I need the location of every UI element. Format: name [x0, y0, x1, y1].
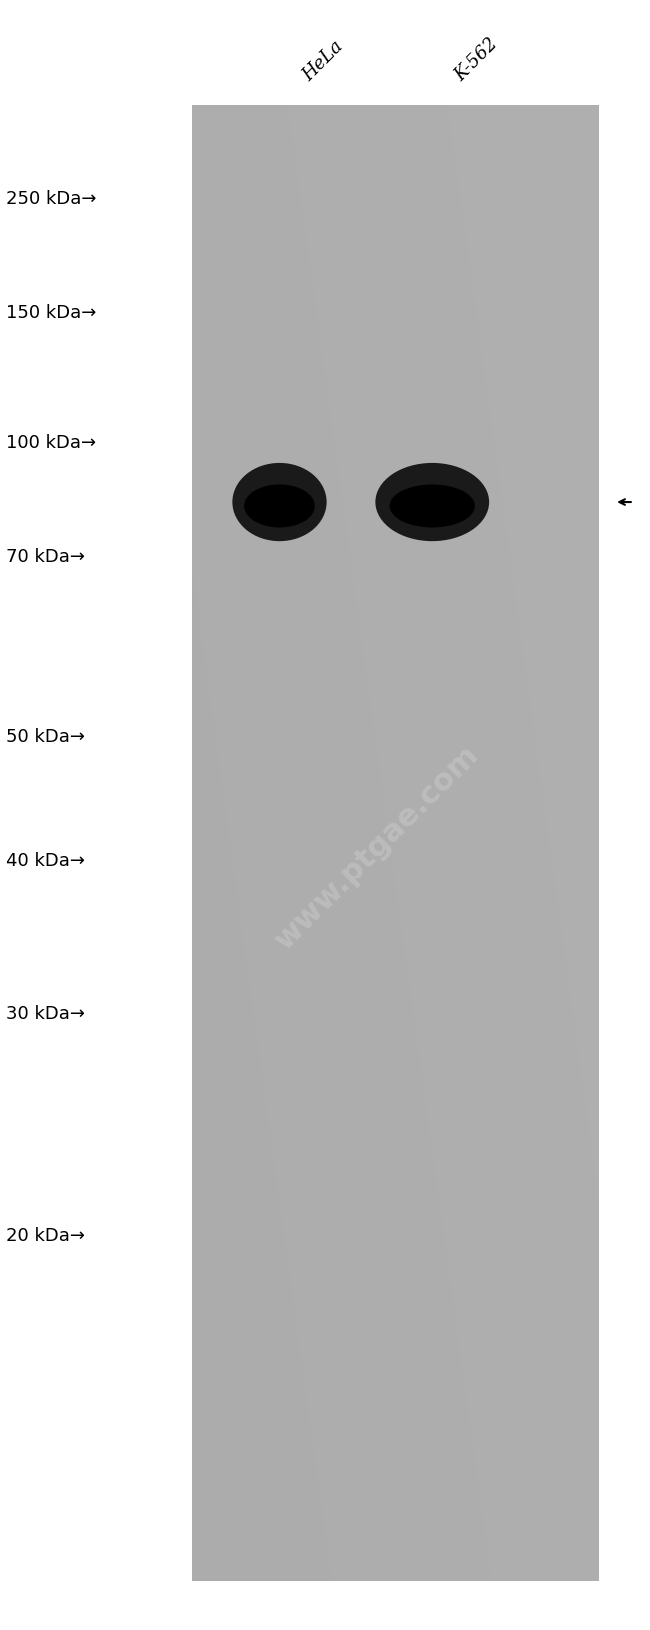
Text: 250 kDa→: 250 kDa→ — [6, 189, 97, 209]
Ellipse shape — [389, 484, 475, 528]
Text: 70 kDa→: 70 kDa→ — [6, 548, 86, 567]
Text: 150 kDa→: 150 kDa→ — [6, 303, 97, 323]
Ellipse shape — [233, 463, 326, 541]
Text: 40 kDa→: 40 kDa→ — [6, 851, 86, 870]
Ellipse shape — [376, 463, 489, 541]
Text: 50 kDa→: 50 kDa→ — [6, 727, 86, 747]
Text: K-562: K-562 — [452, 34, 502, 85]
Text: 100 kDa→: 100 kDa→ — [6, 434, 97, 453]
Text: 30 kDa→: 30 kDa→ — [6, 1004, 86, 1024]
Text: www.ptgae.com: www.ptgae.com — [269, 740, 485, 955]
Ellipse shape — [244, 484, 315, 528]
Text: HeLa: HeLa — [299, 37, 346, 85]
Text: 20 kDa→: 20 kDa→ — [6, 1226, 86, 1245]
